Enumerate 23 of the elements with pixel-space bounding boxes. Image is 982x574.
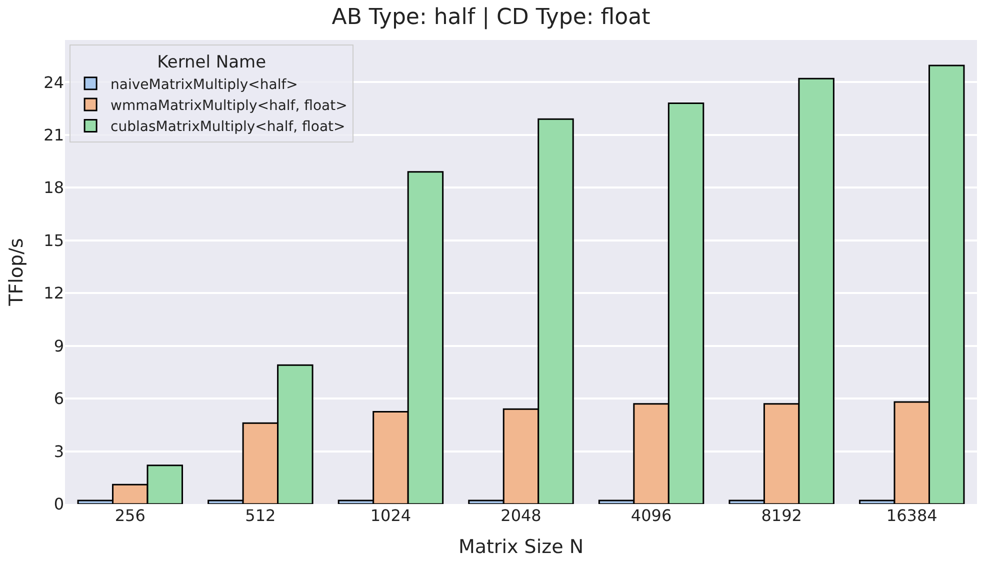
x-tick-label: 256: [114, 506, 146, 525]
x-tick-label: 4096: [630, 506, 672, 525]
y-tick-label: 0: [54, 494, 64, 514]
y-tick-label: 9: [54, 336, 64, 356]
legend-label: naiveMatrixMultiply<half>: [110, 76, 298, 93]
x-tick-label: 8192: [761, 506, 802, 525]
legend-label: wmmaMatrixMultiply<half, float>: [110, 98, 348, 114]
y-axis-title: TFlop/s: [5, 238, 28, 307]
x-tick-label: 16384: [886, 506, 938, 525]
x-tick-label: 1024: [370, 506, 412, 525]
legend-label: cublasMatrixMultiply<half, float>: [110, 119, 346, 136]
y-tick-label: 3: [54, 442, 64, 461]
y-tick-label: 24: [44, 72, 64, 92]
chart-title: AB Type: half | CD Type: float: [332, 5, 651, 30]
y-tick-label: 6: [54, 389, 64, 408]
x-tick-label: 2048: [500, 506, 542, 525]
x-tick-label: 512: [245, 506, 276, 525]
legend-title: Kernel Name: [157, 52, 266, 73]
x-axis-title: Matrix Size N: [458, 536, 584, 558]
y-tick-label: 18: [44, 178, 64, 198]
y-tick-label: 15: [44, 230, 64, 250]
y-tick-label: 21: [44, 126, 64, 145]
y-tick-label: 12: [44, 284, 64, 303]
